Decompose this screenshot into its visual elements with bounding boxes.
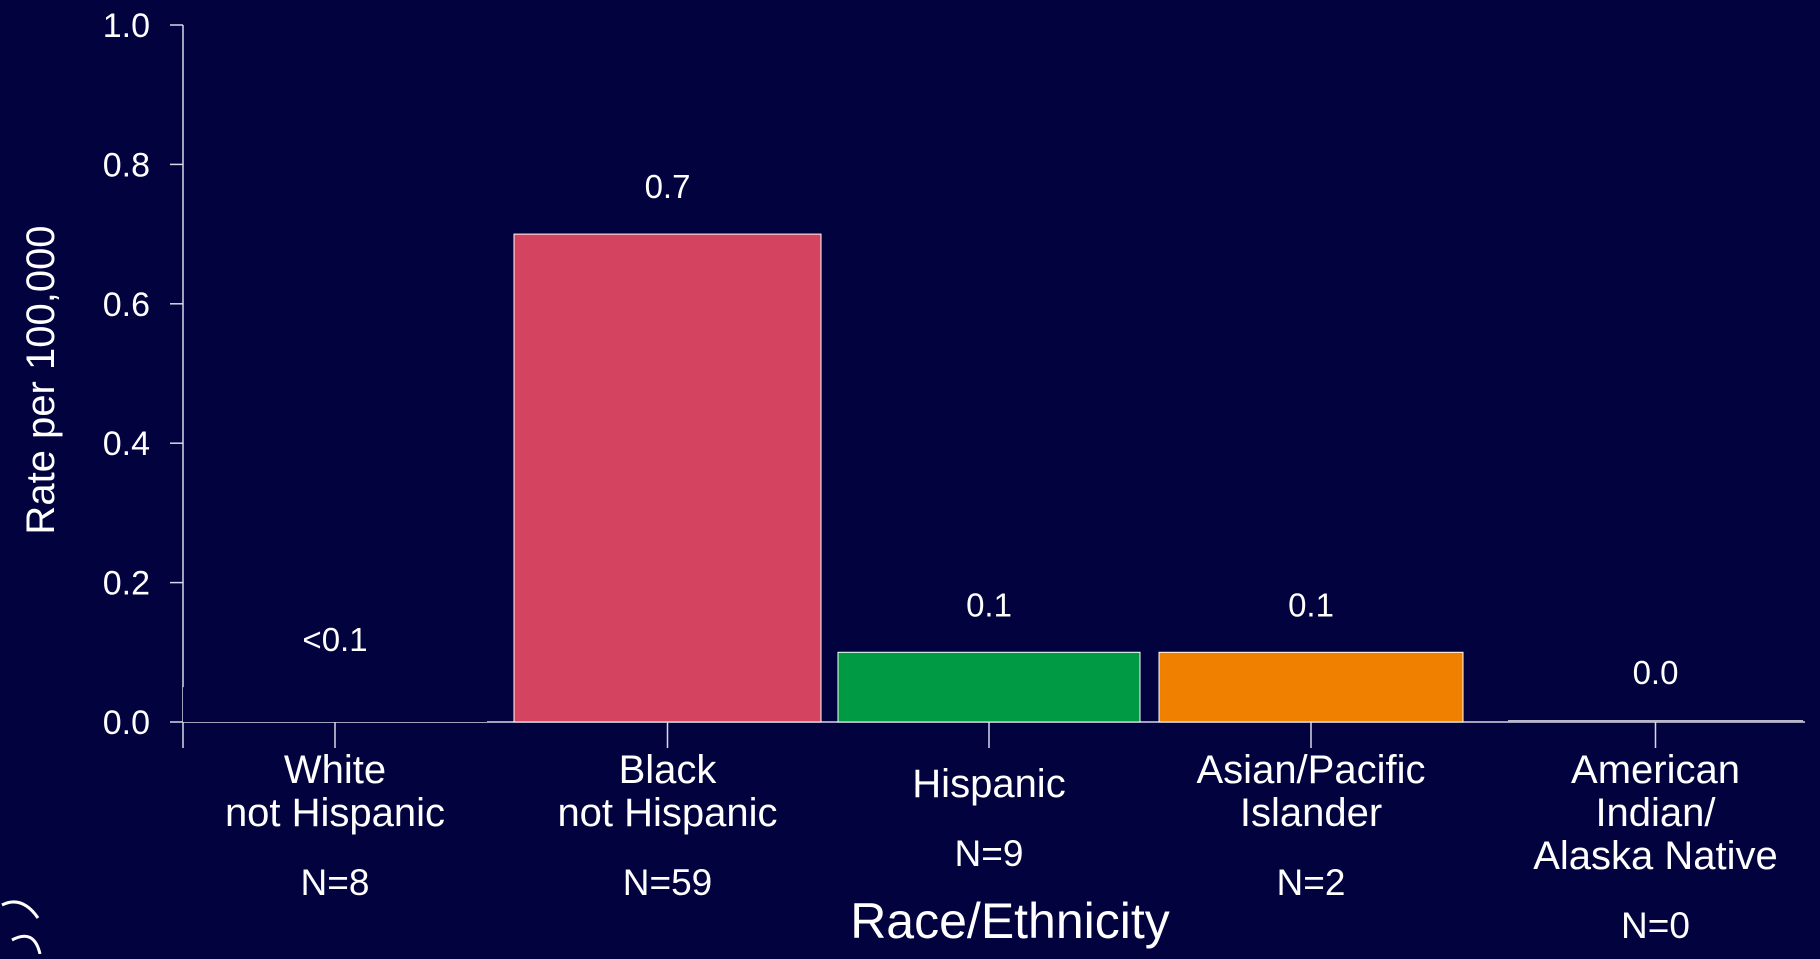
- data-label: 0.0: [1633, 654, 1679, 691]
- sample-size-label: N=59: [623, 862, 712, 903]
- data-label: 0.1: [966, 586, 1012, 623]
- hhs-eagle-seal-icon: [1, 900, 42, 955]
- y-tick-label: 0.8: [103, 146, 150, 184]
- bar: [513, 233, 822, 723]
- data-label: 0.1: [1288, 586, 1334, 623]
- y-tick-label: 0.2: [103, 565, 150, 603]
- x-tick-label: American: [1571, 748, 1740, 792]
- y-tick-label: 0.0: [103, 704, 150, 742]
- x-tick-label: Indian/: [1595, 791, 1716, 835]
- y-tick-label: 1.0: [103, 7, 150, 45]
- x-tick-label: Black: [619, 748, 718, 792]
- sample-size-label: N=9: [955, 833, 1024, 874]
- x-tick-label: Asian/Pacific: [1197, 748, 1426, 792]
- sample-size-label: N=8: [301, 862, 370, 903]
- bar: [1158, 651, 1464, 723]
- sample-size-label: N=0: [1621, 905, 1690, 946]
- bar: [1508, 720, 1803, 722]
- data-label: 0.7: [645, 168, 691, 205]
- bar: [183, 687, 487, 722]
- bar: [837, 651, 1141, 723]
- x-tick-label: Hispanic: [912, 762, 1065, 806]
- x-tick-label: not Hispanic: [557, 791, 777, 835]
- y-tick-label: 0.4: [103, 425, 150, 463]
- x-tick-label: Alaska Native: [1533, 834, 1778, 878]
- bars: <0.1 0.7 0.1 0.1 0.0: [183, 168, 1803, 723]
- x-tick-label: not Hispanic: [225, 791, 445, 835]
- x-tick-label: White: [284, 748, 386, 792]
- y-axis-ticks: 0.0 0.2 0.4 0.6 0.8 1.0: [103, 7, 183, 742]
- data-label: <0.1: [302, 621, 367, 658]
- y-tick-label: 0.6: [103, 286, 150, 324]
- x-tick-label: Islander: [1240, 791, 1382, 835]
- x-axis-title: Race/Ethnicity: [850, 893, 1170, 949]
- sample-size-label: N=2: [1277, 862, 1346, 903]
- y-axis-label: Rate per 100,000: [19, 225, 63, 534]
